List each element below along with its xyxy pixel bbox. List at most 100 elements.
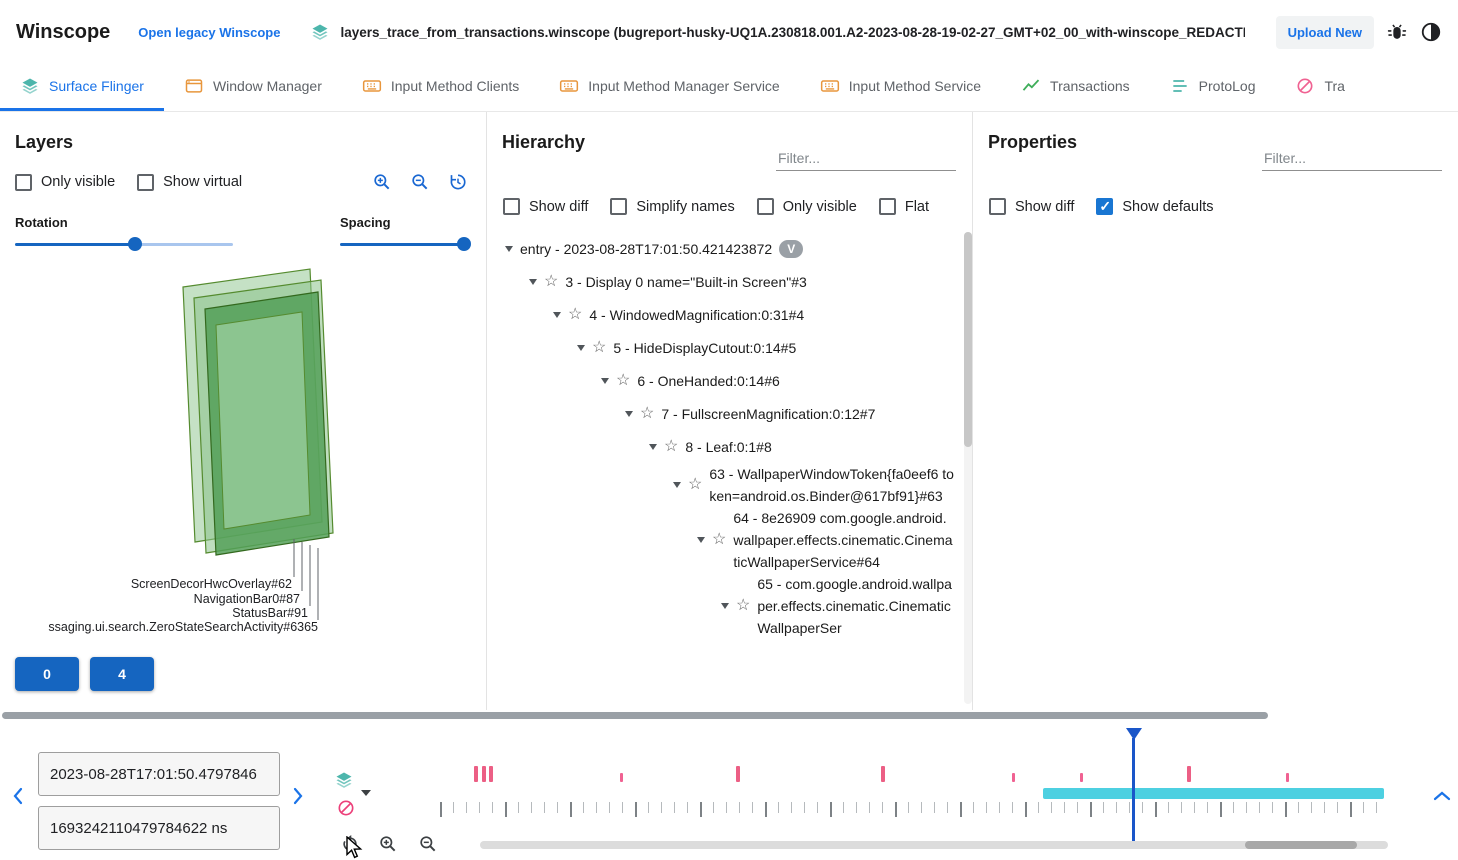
event-marker[interactable] [1079, 773, 1083, 782]
checkbox-box[interactable] [137, 173, 155, 191]
star-icon[interactable]: ☆ [640, 404, 655, 422]
star-icon[interactable]: ☆ [736, 597, 751, 614]
tab-transactions[interactable]: Transactions [1001, 64, 1150, 111]
timeline-track-area[interactable] [440, 728, 1388, 845]
tab-input-method-clients[interactable]: Input Method Clients [342, 64, 539, 111]
layer-polygon[interactable] [215, 311, 311, 530]
star-icon[interactable]: ☆ [592, 338, 607, 356]
checkbox-show-diff[interactable]: Show diff [989, 198, 1074, 215]
slider-track[interactable] [340, 243, 468, 246]
tab-transitions[interactable]: Tra [1275, 64, 1364, 111]
properties-filter-input[interactable] [1262, 146, 1442, 171]
timeline-scrollbar[interactable] [480, 841, 1388, 849]
tree-node[interactable]: ☆ 7 - FullscreenMagnification:0:12#7 [487, 397, 962, 430]
current-timestamp-field[interactable]: 2023-08-28T17:01:50.4797846 [38, 752, 280, 796]
tab-window-manager[interactable]: Window Manager [164, 64, 342, 111]
event-marker[interactable] [1187, 766, 1192, 782]
prev-entry-button[interactable] [10, 786, 26, 811]
star-icon[interactable]: ☆ [712, 531, 727, 548]
display-0-button[interactable]: 0 [15, 657, 79, 691]
tree-node[interactable]: ☆ 63 - WallpaperWindowToken{fa0eef6 toke… [487, 463, 962, 507]
checkbox-show-virtual[interactable]: Show virtual [137, 173, 242, 191]
tree-node[interactable]: ☆ 65 - com.google.android.wallpaper.effe… [487, 573, 962, 639]
display-4-button[interactable]: 4 [90, 657, 154, 691]
event-marker[interactable] [481, 766, 486, 782]
collapse-timeline-button[interactable] [1432, 788, 1452, 809]
expand-arrow-icon[interactable] [505, 245, 513, 252]
expand-arrow-icon[interactable] [697, 537, 705, 543]
ns-timestamp-field[interactable]: 1693242110479784622 ns [38, 806, 280, 850]
zoom-in-icon[interactable] [378, 834, 398, 854]
event-marker[interactable] [474, 766, 479, 782]
zoom-in-icon[interactable] [372, 172, 392, 192]
hierarchy-scrollbar[interactable] [964, 232, 972, 704]
event-marker[interactable] [1011, 773, 1015, 782]
zoom-out-icon[interactable] [418, 834, 438, 854]
checkbox-box[interactable] [1096, 198, 1114, 215]
expand-arrow-icon[interactable] [673, 482, 681, 488]
hierarchy-filter-input[interactable] [776, 146, 956, 171]
checkbox-box[interactable] [610, 198, 628, 215]
tree-node-entry[interactable]: entry - 2023-08-28T17:01:50.421423872 V [487, 232, 962, 265]
checkbox-show-defaults[interactable]: Show defaults [1096, 198, 1213, 215]
surfaceflinger-trace-icon[interactable] [334, 770, 354, 790]
spacing-slider[interactable] [340, 234, 472, 254]
checkbox-simplify-names[interactable]: Simplify names [610, 198, 735, 215]
tab-surface-flinger[interactable]: Surface Flinger [0, 64, 164, 111]
layers-3d-view[interactable]: ScreenDecorHwcOverlay#62 NavigationBar0#… [0, 257, 487, 649]
expand-arrow-icon[interactable] [721, 603, 729, 609]
slider-handle[interactable] [457, 237, 472, 251]
checkbox-box[interactable] [15, 173, 32, 191]
next-entry-button[interactable] [290, 786, 306, 811]
event-marker[interactable] [620, 773, 624, 782]
event-marker[interactable] [735, 766, 740, 782]
slider-handle[interactable] [127, 237, 142, 251]
reset-view-icon[interactable] [448, 172, 468, 192]
selected-range-bar[interactable] [1042, 788, 1385, 799]
tree-node[interactable]: ☆ 8 - Leaf:0:1#8 [487, 430, 962, 463]
expand-arrow-icon[interactable] [625, 410, 633, 417]
slider-track[interactable] [15, 243, 233, 246]
checkbox-only-visible[interactable]: Only visible [15, 173, 115, 191]
tab-input-method-manager-service[interactable]: Input Method Manager Service [539, 64, 799, 111]
legacy-winscope-link[interactable]: Open legacy Winscope [138, 24, 281, 40]
dark-mode-toggle-icon[interactable] [1420, 21, 1442, 43]
tree-node[interactable]: ☆ 6 - OneHanded:0:14#6 [487, 364, 962, 397]
event-marker[interactable] [880, 766, 885, 782]
tab-protolog[interactable]: ProtoLog [1150, 64, 1276, 111]
checkbox-show-diff[interactable]: Show diff [503, 198, 588, 215]
expand-arrow-icon[interactable] [553, 311, 561, 318]
timeline-scrollbar-thumb[interactable] [1245, 841, 1357, 849]
upload-new-button[interactable]: Upload New [1275, 15, 1374, 49]
checkbox-box[interactable] [989, 198, 1006, 215]
checkbox-only-visible[interactable]: Only visible [756, 198, 857, 215]
tree-node[interactable]: ☆ 3 - Display 0 name="Built-in Screen"#3 [487, 265, 962, 298]
zoom-out-icon[interactable] [410, 172, 430, 192]
bug-report-icon[interactable] [1386, 21, 1408, 43]
checkbox-flat[interactable]: Flat [878, 198, 929, 215]
trace-selector-caret-icon[interactable] [361, 790, 371, 796]
tree-node[interactable]: ☆ 4 - WindowedMagnification:0:31#4 [487, 298, 962, 331]
expand-arrow-icon[interactable] [601, 377, 609, 384]
event-marker[interactable] [489, 766, 494, 782]
star-icon[interactable]: ☆ [616, 371, 631, 389]
star-icon[interactable]: ☆ [688, 476, 703, 493]
star-icon[interactable]: ☆ [664, 437, 679, 455]
reset-zoom-icon[interactable] [340, 834, 360, 854]
tab-input-method-service[interactable]: Input Method Service [800, 64, 1001, 111]
tree-node[interactable]: ☆ 64 - 8e26909 com.google.android.wallpa… [487, 507, 962, 573]
checkbox-box[interactable] [756, 198, 774, 215]
rotation-slider[interactable] [15, 234, 233, 254]
star-icon[interactable]: ☆ [544, 272, 559, 290]
tree-node[interactable]: ☆ 5 - HideDisplayCutout:0:14#5 [487, 331, 962, 364]
timeline-resize-handle[interactable] [2, 712, 1268, 719]
timeline-cursor-handle[interactable] [1125, 728, 1142, 740]
event-marker[interactable] [1285, 773, 1289, 782]
checkbox-box[interactable] [503, 198, 520, 215]
expand-arrow-icon[interactable] [529, 278, 537, 285]
expand-arrow-icon[interactable] [649, 443, 657, 450]
checkbox-box[interactable] [878, 198, 896, 215]
transactions-trace-icon[interactable] [336, 798, 356, 818]
hierarchy-scrollbar-thumb[interactable] [964, 232, 972, 447]
star-icon[interactable]: ☆ [568, 305, 583, 323]
